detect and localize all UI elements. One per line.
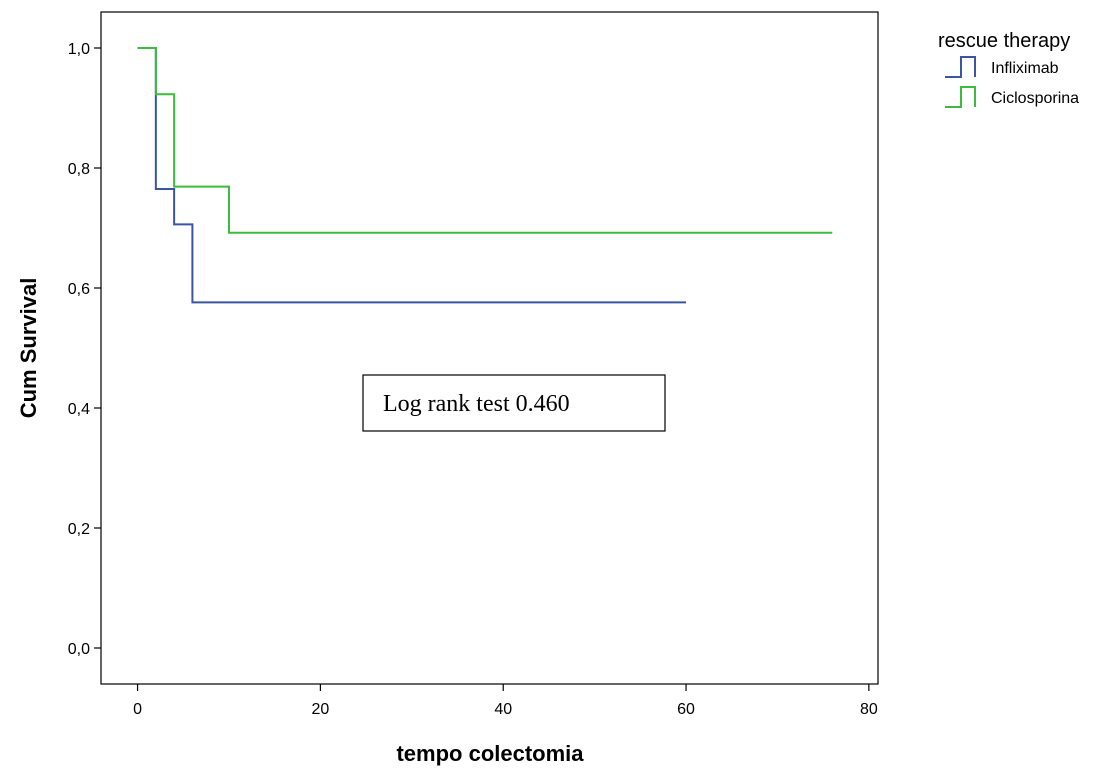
x-tick-label: 80 [860, 701, 878, 718]
log-rank-annotation: Log rank test 0.460 [362, 374, 666, 432]
series-layer [137, 47, 833, 304]
y-axis-title: Cum Survival [16, 278, 41, 419]
legend-item-ciclosporina: Ciclosporina [945, 86, 1079, 108]
legend-label: Ciclosporina [991, 90, 1079, 107]
y-tick-label: 1,0 [68, 41, 90, 58]
annotation-box [362, 374, 666, 432]
x-axis: 0 20 40 60 80 [133, 684, 878, 718]
x-axis-title: tempo colectomia [396, 741, 584, 766]
legend-label: Infliximab [991, 60, 1059, 77]
y-tick-label: 0,4 [68, 401, 90, 418]
annotation-text: Log rank test 0.460 [383, 391, 570, 417]
y-tick-label: 0,2 [68, 521, 90, 538]
x-tick-label: 20 [311, 701, 329, 718]
x-tick-label: 60 [677, 701, 695, 718]
legend-items: Infliximab Ciclosporina [945, 56, 1079, 108]
legend: rescue therapy Infliximab Ciclosporina [938, 30, 1079, 108]
legend-item-infliximab: Infliximab [945, 56, 1059, 78]
legend-title: rescue therapy [938, 30, 1070, 52]
legend-swatch [945, 86, 976, 108]
survival-curve-infliximab [137, 47, 687, 304]
y-tick-label: 0,0 [68, 641, 90, 658]
y-axis: 0,0 0,2 0,4 0,6 0,8 1,0 [68, 41, 101, 658]
x-tick-label: 0 [133, 701, 142, 718]
y-tick-label: 0,6 [68, 281, 90, 298]
y-tick-label: 0,8 [68, 161, 90, 178]
plot-frame [100, 11, 879, 685]
legend-swatch [945, 56, 976, 78]
x-tick-label: 40 [494, 701, 512, 718]
survival-curve-ciclosporina [137, 47, 833, 234]
